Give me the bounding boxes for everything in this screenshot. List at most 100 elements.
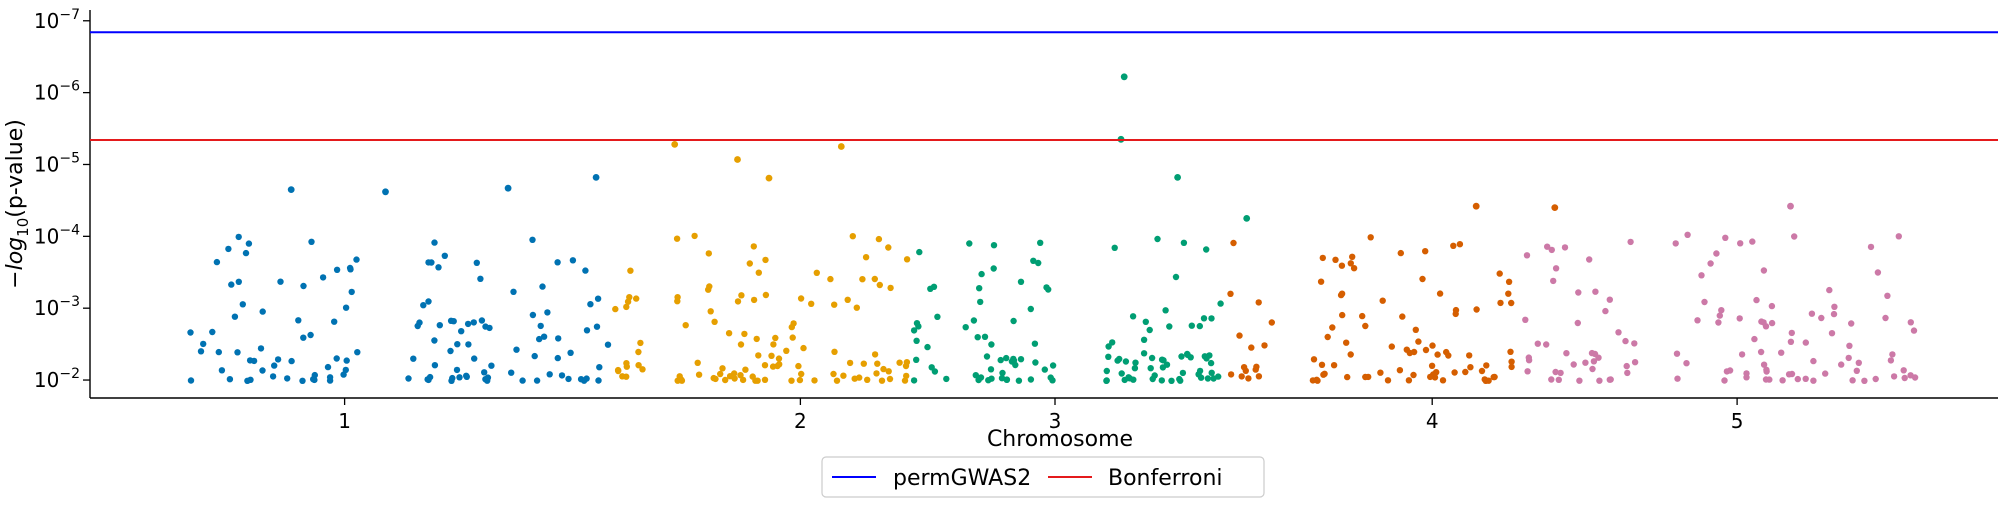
data-point-chr4	[1236, 332, 1243, 339]
data-point-chr2	[833, 377, 841, 384]
data-point-chr1	[488, 362, 495, 369]
data-point-chr3	[1166, 323, 1173, 330]
data-point-chr5	[1716, 312, 1724, 319]
data-point-chr5	[1757, 348, 1765, 356]
data-point-chr3	[1168, 377, 1175, 384]
data-point-chr3	[1010, 355, 1017, 363]
data-point-chr3	[1131, 365, 1139, 372]
data-point-chr3	[1196, 367, 1204, 375]
data-point-chr5	[1855, 359, 1863, 366]
data-point-chr3	[1003, 354, 1010, 362]
data-point-chr2	[783, 347, 790, 354]
data-point-chr4	[1422, 248, 1429, 255]
data-point-chr1	[596, 364, 603, 371]
data-point-chr5	[1592, 288, 1599, 295]
data-point-chr3	[1010, 317, 1017, 325]
data-point-chr1	[554, 354, 561, 362]
data-point-chr3	[1146, 326, 1153, 334]
data-point-chr4	[1429, 342, 1436, 349]
legend: permGWAS2 Bonferroni	[821, 456, 1265, 498]
data-point-chr1	[239, 301, 246, 308]
data-point-chr5	[1622, 337, 1629, 345]
data-point-chr3	[997, 356, 1004, 364]
data-point-chr1	[567, 349, 574, 356]
data-point-chr1	[544, 309, 551, 316]
data-point-chr2	[749, 373, 756, 380]
data-point-chr2	[859, 276, 866, 283]
data-point-chr1	[536, 335, 543, 343]
data-point-chr5	[1623, 362, 1630, 370]
data-point-chr1	[200, 340, 207, 348]
data-point-chr3	[1178, 353, 1185, 360]
data-point-chr3	[1147, 365, 1154, 372]
data-point-chr1	[510, 288, 517, 295]
data-point-chr2	[871, 351, 879, 358]
data-point-chr5	[1785, 371, 1793, 378]
data-point-chr2	[731, 375, 738, 382]
data-point-chr1	[580, 377, 588, 384]
data-point-chr4	[1362, 322, 1369, 330]
data-point-chr2	[849, 233, 856, 240]
legend-box	[821, 456, 1265, 498]
x-tick-label: 4	[1426, 409, 1439, 433]
data-point-chr5	[1900, 367, 1907, 374]
data-point-chr2	[639, 366, 646, 373]
data-point-chr2	[813, 269, 820, 276]
data-point-chr3	[1180, 239, 1188, 246]
data-point-chr4	[1483, 362, 1490, 369]
data-point-chr2	[678, 376, 685, 383]
data-point-chr1	[226, 376, 234, 383]
data-point-chr5	[1753, 296, 1760, 304]
data-point-chr1	[441, 252, 448, 259]
data-point-chr5	[1588, 349, 1596, 357]
data-point-chr2	[746, 260, 753, 267]
data-point-chr2	[742, 366, 749, 373]
data-point-chr2	[903, 256, 911, 263]
data-point-chr2	[755, 352, 762, 359]
data-point-chr1	[529, 236, 536, 243]
data-point-chr1	[244, 377, 251, 384]
data-point-chr1	[604, 341, 612, 348]
data-point-chr1	[533, 377, 541, 384]
data-point-chr2	[798, 370, 805, 378]
data-point-chr5	[1525, 357, 1533, 364]
data-point-chr3	[1176, 375, 1183, 383]
data-point-chr3	[1162, 307, 1169, 314]
data-point-chr2	[725, 330, 733, 337]
data-point-chr3	[1035, 259, 1042, 267]
data-point-chr4	[1396, 367, 1404, 374]
data-point-chr5	[1552, 265, 1560, 272]
data-point-chr2	[750, 296, 758, 304]
data-point-chr3	[1129, 313, 1137, 320]
data-point-chr1	[269, 373, 277, 380]
data-point-chr5	[1848, 320, 1855, 327]
data-point-chr3	[1159, 364, 1167, 371]
data-point-chr5	[1624, 369, 1631, 377]
data-point-chr3	[1037, 239, 1044, 246]
data-point-chr1	[197, 348, 205, 355]
data-point-chr5	[1826, 286, 1833, 294]
data-point-chr4	[1230, 239, 1237, 247]
data-point-chr2	[795, 362, 802, 370]
data-point-chr1	[347, 266, 354, 273]
data-point-chr5	[1760, 361, 1768, 368]
data-point-chr5	[1849, 377, 1856, 384]
data-point-chr2	[886, 375, 894, 383]
data-point-chr5	[1802, 339, 1810, 346]
data-point-chr2	[719, 365, 726, 372]
data-point-chr1	[435, 264, 442, 271]
y-tick-label: 10−4	[34, 222, 80, 248]
data-point-chr4	[1359, 312, 1366, 320]
data-point-chr2	[623, 303, 630, 311]
data-point-chr1	[594, 295, 602, 302]
data-point-chr4	[1497, 299, 1504, 307]
data-point-chr5	[1762, 376, 1770, 383]
data-point-chr4	[1397, 249, 1405, 257]
data-point-chr4	[1248, 344, 1255, 351]
data-point-chr1	[319, 274, 327, 281]
y-tick-label: 10−7	[34, 7, 80, 33]
data-point-chr5	[1723, 368, 1731, 375]
data-point-chr2	[627, 267, 634, 274]
data-point-chr3	[976, 285, 983, 292]
